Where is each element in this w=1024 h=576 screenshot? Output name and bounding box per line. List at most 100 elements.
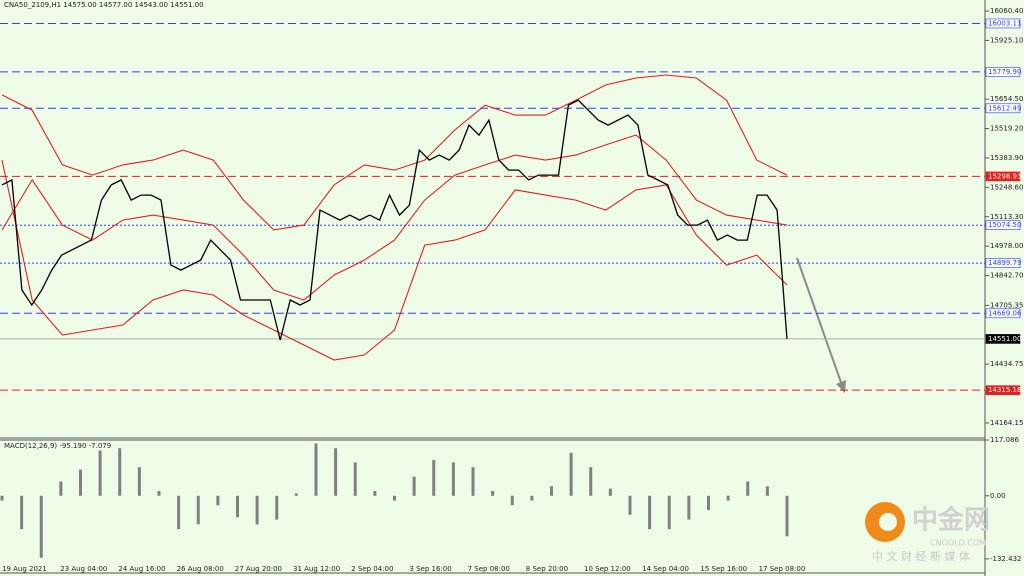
macd-bar bbox=[0, 495, 4, 501]
logo-icon bbox=[879, 513, 897, 531]
x-tick-label: 23 Aug 04:00 bbox=[60, 565, 107, 573]
level-label-box bbox=[985, 171, 1021, 182]
level-label: 14315.18 bbox=[988, 386, 1021, 394]
macd-bar bbox=[608, 488, 612, 496]
chart-title: CNA50_2109,H1 14575.00 14577.00 14543.00… bbox=[4, 1, 204, 9]
x-tick-label: 24 Aug 16:00 bbox=[118, 565, 165, 573]
y-tick-label: 15519.20 bbox=[990, 125, 1023, 133]
y-tick-label: 16060.40 bbox=[990, 7, 1023, 15]
level-label-box bbox=[985, 258, 1021, 268]
y-tick-label: 15925.10 bbox=[990, 36, 1023, 44]
arrow bbox=[796, 257, 844, 389]
macd-bar bbox=[275, 495, 279, 520]
y-tick-label: 15654.50 bbox=[990, 95, 1023, 103]
level-label-box bbox=[985, 67, 1021, 77]
macd-bar bbox=[314, 443, 318, 496]
macd-bar bbox=[157, 491, 161, 496]
level-label-box bbox=[985, 334, 1021, 344]
level-label: 14899.79 bbox=[988, 259, 1021, 267]
x-tick-label: 3 Sep 16:00 bbox=[409, 565, 451, 573]
series-line bbox=[1, 99, 788, 341]
level-label: 14551.00 bbox=[988, 335, 1021, 343]
macd-bar bbox=[373, 491, 377, 496]
level-label: 14669.06 bbox=[988, 309, 1022, 317]
macd-bar bbox=[471, 467, 475, 496]
level-label: 15612.49 bbox=[988, 104, 1021, 112]
y-tick-label: 15248.60 bbox=[990, 183, 1023, 191]
macd-bar bbox=[255, 495, 259, 525]
macd-bar bbox=[79, 469, 82, 496]
y-tick-label: 14434.75 bbox=[990, 360, 1023, 368]
macd-bar bbox=[39, 495, 43, 558]
macd-bar bbox=[98, 450, 102, 496]
macd-bar bbox=[118, 448, 122, 496]
macd-bar bbox=[59, 481, 63, 496]
logo-title: 中金网 bbox=[912, 505, 990, 536]
macd-bar bbox=[687, 495, 691, 520]
macd-bar bbox=[491, 491, 495, 496]
macd-bar bbox=[726, 495, 730, 501]
x-tick-label: 17 Sep 08:00 bbox=[759, 565, 806, 573]
level-label: 15074.50 bbox=[988, 221, 1021, 229]
y-tick-label: -132.432 bbox=[990, 555, 1021, 563]
macd-bar bbox=[765, 486, 769, 496]
y-tick-label: 14842.70 bbox=[990, 272, 1023, 280]
macd-bar bbox=[196, 495, 200, 525]
macd-bar bbox=[451, 462, 455, 496]
macd-bar bbox=[393, 495, 396, 501]
macd-bar bbox=[137, 467, 141, 496]
logo-site: CNGOLD.COM bbox=[930, 539, 986, 548]
indicator-title: MACD(12,26,9) -95.190 -7.079 bbox=[4, 442, 111, 450]
macd-bar bbox=[510, 495, 514, 506]
macd-bar bbox=[353, 462, 357, 496]
y-tick-label: 15383.90 bbox=[990, 154, 1023, 162]
macd-bar bbox=[589, 467, 593, 496]
x-tick-label: 8 Sep 20:00 bbox=[526, 565, 568, 573]
x-tick-label: 26 Aug 08:00 bbox=[177, 565, 224, 573]
macd-bar bbox=[177, 495, 181, 530]
level-label: 15779.90 bbox=[988, 68, 1021, 76]
x-tick-label: 10 Sep 12:00 bbox=[584, 565, 631, 573]
x-tick-label: 27 Aug 20:00 bbox=[235, 565, 282, 573]
y-tick-label: 15113.30 bbox=[990, 213, 1023, 221]
x-tick-label: 31 Aug 12:00 bbox=[293, 565, 340, 573]
macd-bar bbox=[628, 495, 632, 515]
series-line bbox=[1, 159, 788, 361]
x-tick-label: 15 Sep 16:00 bbox=[700, 565, 747, 573]
series-line bbox=[1, 74, 788, 231]
macd-bar bbox=[785, 495, 789, 537]
x-tick-label: 19 Aug 2021 bbox=[2, 565, 47, 573]
level-label: 15298.93 bbox=[988, 172, 1021, 180]
macd-bar bbox=[432, 460, 436, 496]
macd-bar bbox=[294, 493, 298, 496]
macd-bar bbox=[648, 495, 652, 530]
macd-bar bbox=[236, 495, 239, 518]
x-tick-label: 7 Sep 08:00 bbox=[468, 565, 510, 573]
y-tick-label: 14978.00 bbox=[990, 242, 1023, 250]
macd-bar bbox=[216, 495, 220, 506]
macd-bar bbox=[412, 476, 416, 496]
macd-bar bbox=[569, 452, 573, 496]
macd-bar bbox=[746, 481, 750, 496]
macd-bar bbox=[20, 495, 24, 530]
y-tick-label: 14164.15 bbox=[990, 419, 1023, 427]
y-tick-label: 117.086 bbox=[990, 436, 1019, 444]
x-tick-label: 2 Sep 04:00 bbox=[351, 565, 393, 573]
y-tick-label: 0.00 bbox=[990, 492, 1006, 500]
level-label-box bbox=[985, 220, 1021, 230]
level-label-box bbox=[985, 385, 1021, 395]
level-label-box bbox=[985, 103, 1021, 114]
level-label-box bbox=[985, 18, 1021, 29]
level-label-box bbox=[985, 308, 1021, 319]
logo-slogan: 中 文 财 经 新 媒 体 bbox=[872, 549, 970, 563]
macd-bar bbox=[334, 448, 338, 496]
level-label: 16003.11 bbox=[988, 19, 1021, 27]
x-tick-label: 14 Sep 04:00 bbox=[642, 565, 689, 573]
macd-bar bbox=[530, 495, 534, 501]
macd-bar bbox=[550, 486, 553, 496]
macd-bar bbox=[707, 495, 710, 511]
series-line bbox=[1, 134, 788, 301]
